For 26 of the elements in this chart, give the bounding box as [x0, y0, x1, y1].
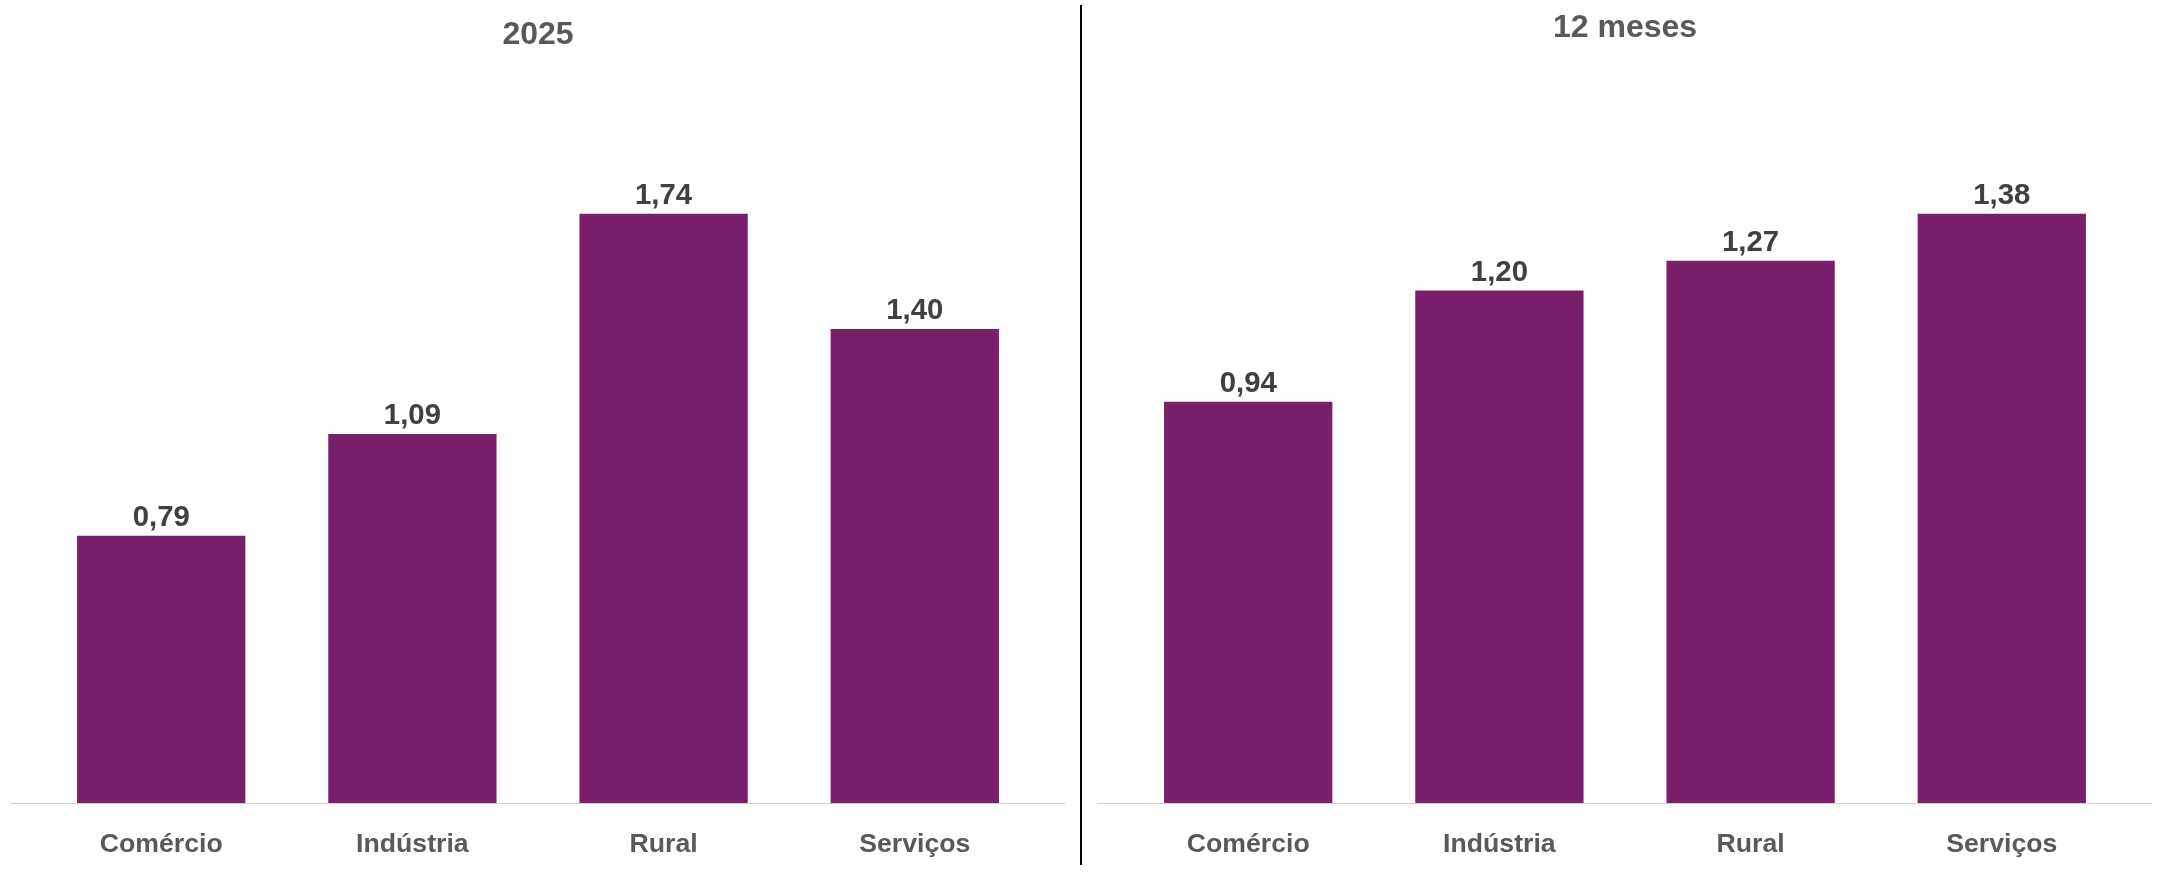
- x-tick-label: Comércio: [1186, 827, 1310, 858]
- bar: [1917, 213, 2086, 804]
- x-tick-label: Rural: [1716, 827, 1785, 858]
- bar: [328, 434, 497, 804]
- data-label: 1,38: [1973, 176, 2031, 210]
- x-tick-label: Rural: [629, 827, 698, 858]
- x-tick-label: Comércio: [99, 827, 223, 858]
- chart-title: 12 meses: [1552, 7, 1698, 44]
- bar: [579, 213, 748, 804]
- x-tick-label: Indústria: [356, 827, 469, 858]
- data-label: 1,20: [1470, 253, 1528, 287]
- bar: [830, 328, 999, 804]
- data-label: 0,79: [132, 498, 190, 532]
- data-label: 1,09: [383, 397, 441, 430]
- x-tick-label: Serviços: [1946, 827, 2058, 858]
- chart-title: 2025: [502, 14, 574, 51]
- x-tick-label: Indústria: [1443, 827, 1556, 858]
- bar: [1164, 401, 1333, 804]
- bar: [1415, 290, 1584, 804]
- data-label: 0,94: [1219, 364, 1278, 398]
- data-label: 1,40: [886, 291, 944, 325]
- bar: [77, 535, 246, 804]
- bar: [1666, 260, 1835, 804]
- data-label: 1,27: [1722, 223, 1780, 257]
- x-tick-label: Serviços: [859, 827, 971, 858]
- data-label: 1,74: [635, 176, 693, 210]
